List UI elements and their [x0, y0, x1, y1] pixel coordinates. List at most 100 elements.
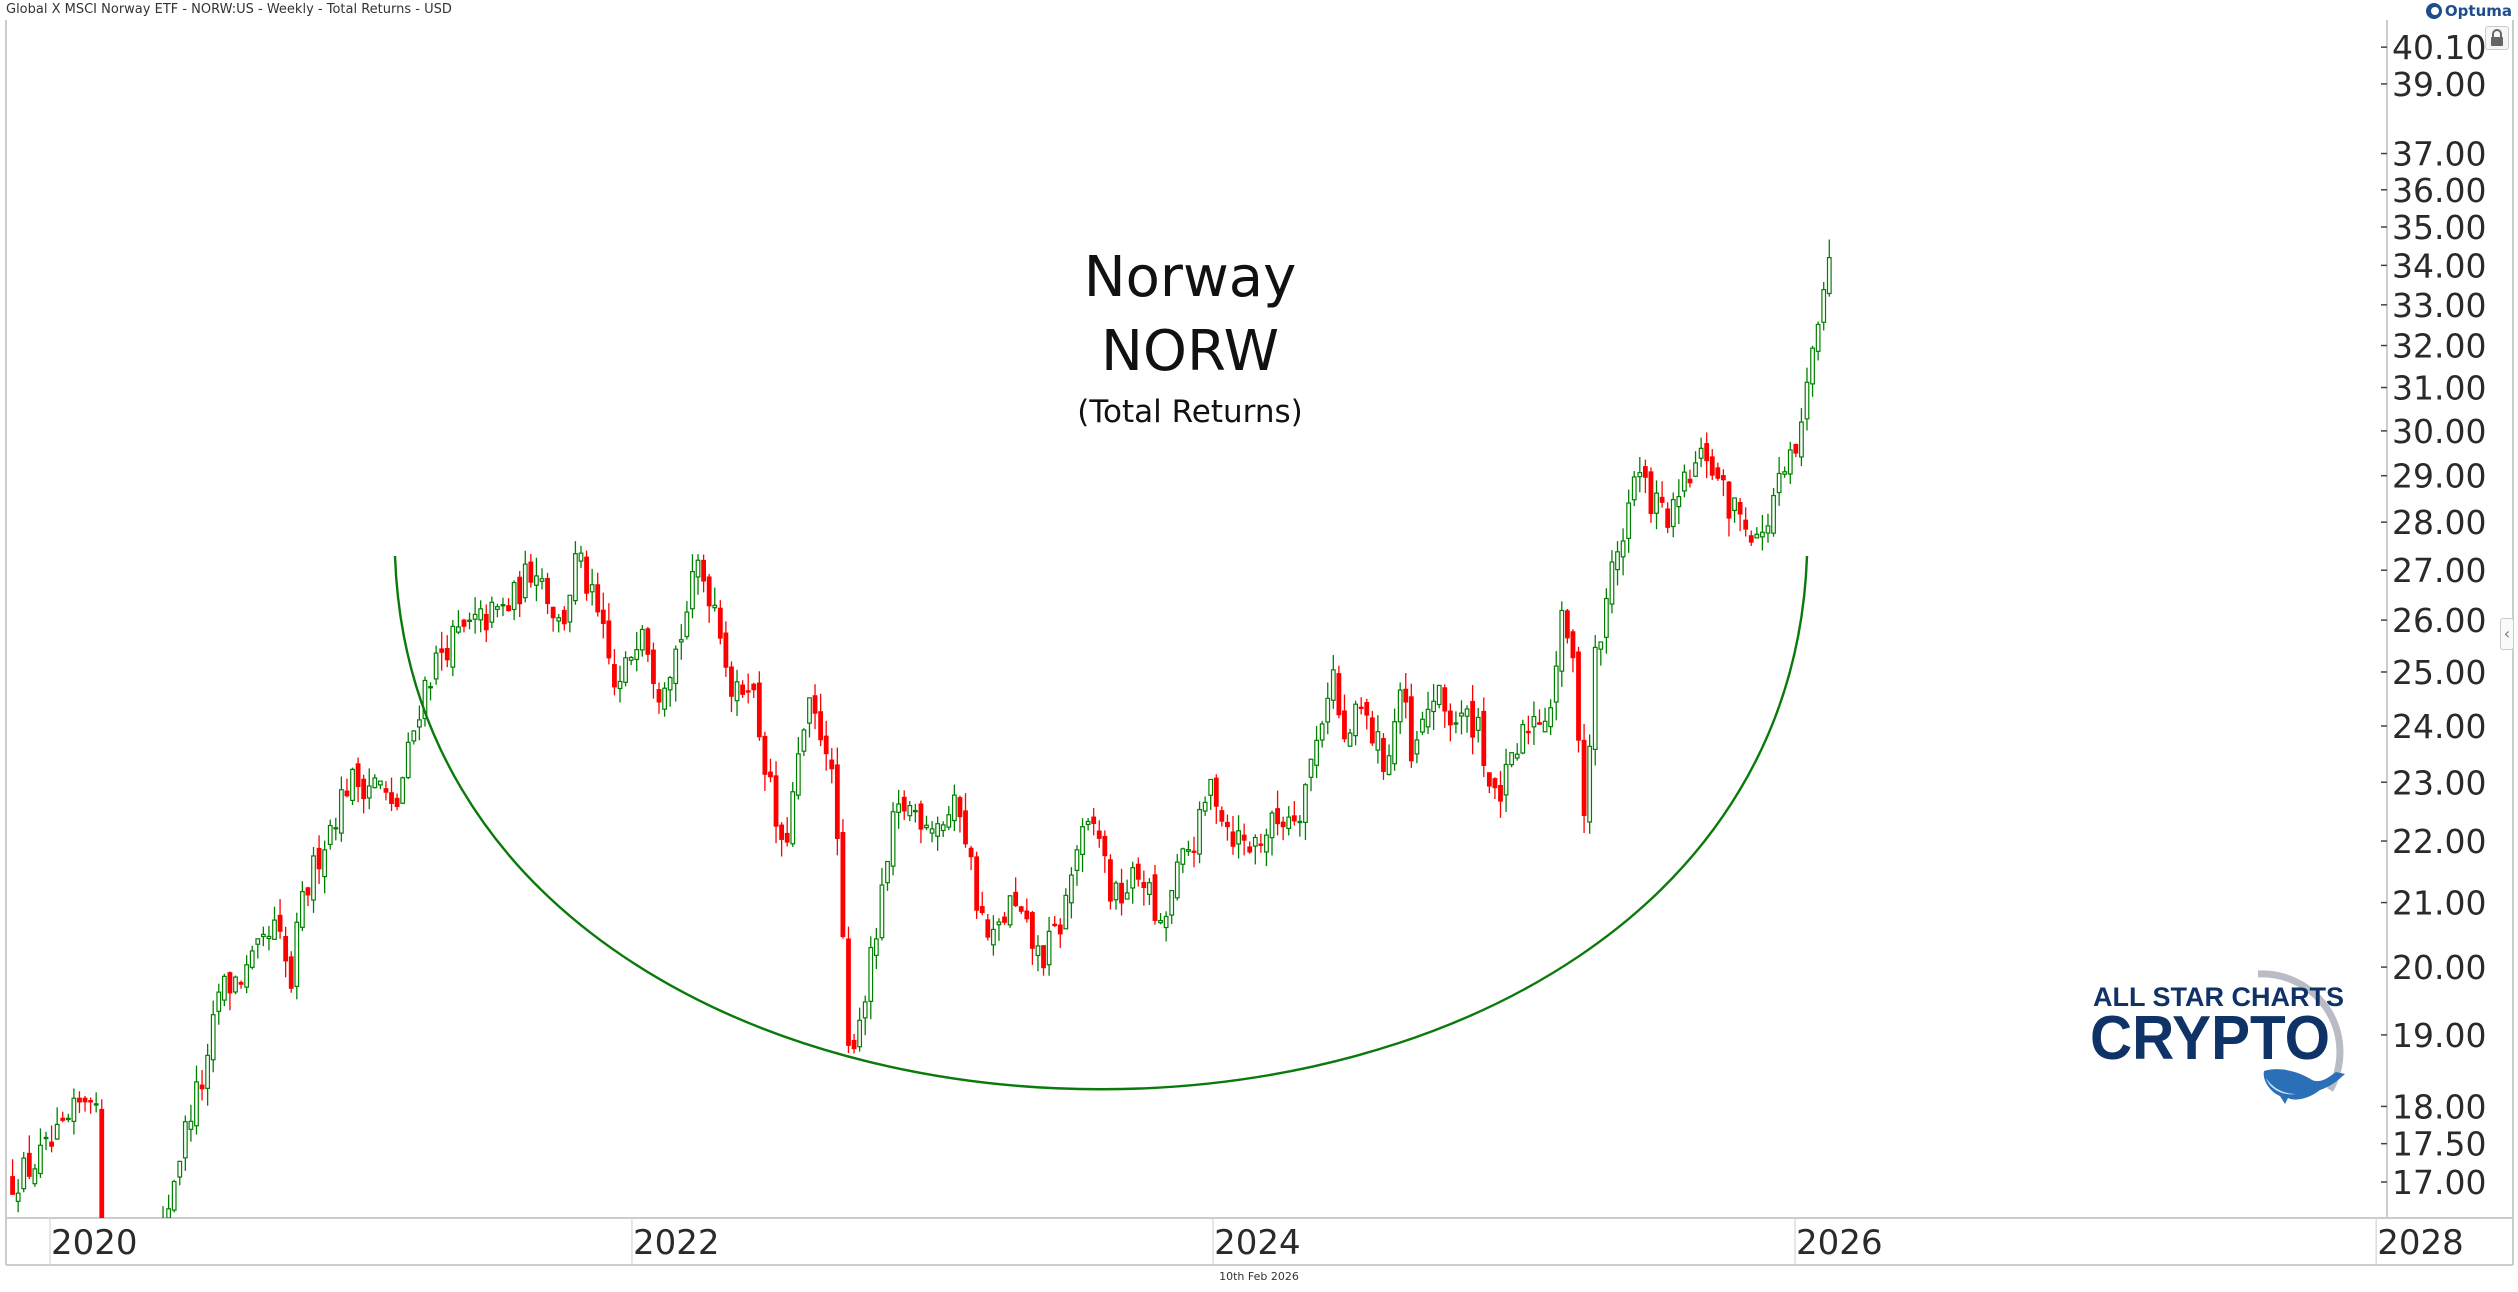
candle [1470, 685, 1476, 755]
candle [1018, 905, 1024, 915]
candle-body [1074, 849, 1080, 871]
candle [963, 793, 968, 848]
candle [1771, 488, 1776, 537]
candle-body [1486, 772, 1492, 787]
candle [996, 918, 1002, 941]
candle [1280, 816, 1286, 841]
candle [1726, 481, 1732, 537]
candle [628, 656, 634, 666]
candle-body [1091, 816, 1097, 824]
candle-body [1024, 910, 1030, 920]
candle-body [628, 656, 634, 661]
candle [879, 867, 885, 941]
candle [433, 645, 439, 685]
candle [478, 600, 484, 633]
candle [723, 621, 729, 677]
candle-body [517, 576, 523, 605]
candle-body [1152, 874, 1158, 921]
candle [1721, 469, 1726, 497]
candle [1269, 810, 1275, 856]
candle [522, 550, 528, 603]
candle-body [1564, 610, 1570, 639]
candle-body [383, 788, 389, 793]
candle [1386, 744, 1392, 776]
candle-body [834, 764, 840, 840]
candle [717, 600, 723, 645]
candle [1665, 502, 1671, 534]
candle-body [483, 613, 489, 631]
candle-body [166, 1208, 172, 1218]
y-tick-label: 35.00 [2392, 208, 2486, 247]
candle-body [21, 1157, 27, 1190]
candle-body [723, 632, 729, 668]
candle-body [790, 791, 796, 845]
candle-body [762, 735, 768, 775]
candle-body [1464, 708, 1470, 717]
candle [729, 661, 734, 713]
candle [1068, 867, 1074, 919]
candle-body [678, 639, 684, 643]
candle-body [1804, 381, 1810, 420]
candle-body [1799, 421, 1804, 458]
candle [534, 557, 539, 602]
candle [316, 835, 322, 884]
candle-body [868, 946, 874, 1002]
candle-body [233, 976, 238, 993]
candle [1057, 918, 1063, 948]
candle-body [1603, 597, 1609, 638]
candle [862, 995, 868, 1036]
candle [288, 951, 294, 993]
candle [801, 728, 807, 757]
y-tick-label: 28.00 [2392, 503, 2486, 542]
candle-body [1018, 906, 1024, 912]
candle-body [210, 1014, 216, 1061]
collapse-panel-button[interactable]: ‹ [2500, 618, 2514, 650]
candle-body [1670, 498, 1676, 528]
candle-body [1514, 753, 1520, 759]
candle-body [1102, 835, 1108, 857]
candle [1191, 836, 1197, 868]
candle-body [277, 914, 283, 932]
candle-body [639, 628, 645, 651]
candle-body [199, 1084, 205, 1090]
candle-body [1715, 467, 1721, 479]
candle-body [584, 556, 589, 594]
logo-line2: CRYPTO [2090, 1004, 2330, 1073]
candle [1793, 443, 1799, 458]
candle [651, 642, 656, 699]
lock-scale-button[interactable] [2485, 26, 2509, 50]
candle [745, 673, 751, 704]
candle [1698, 437, 1704, 468]
candle [272, 906, 277, 940]
candle [623, 651, 628, 687]
candle-body [444, 648, 450, 661]
candle [450, 620, 456, 677]
candle-body [1336, 673, 1342, 716]
candle [71, 1088, 77, 1135]
candle [567, 594, 573, 633]
candle-body [1319, 723, 1325, 741]
candle-body [1286, 816, 1292, 830]
candle [1291, 801, 1297, 826]
candle [1135, 857, 1141, 887]
candle [768, 758, 773, 783]
candle-body [667, 676, 673, 691]
candle [277, 899, 283, 939]
candle [444, 635, 450, 668]
candle-body [1007, 895, 1013, 926]
candle [299, 881, 305, 932]
candle-body [829, 759, 835, 770]
candle-body [745, 690, 751, 693]
candle-body [205, 1054, 211, 1089]
candle-body [266, 935, 272, 940]
candle [990, 915, 996, 956]
candle-body [1186, 849, 1191, 852]
candle [38, 1128, 43, 1178]
candle [32, 1163, 38, 1187]
candle-body [1013, 891, 1019, 907]
candle-body [924, 824, 929, 829]
candle [706, 573, 712, 623]
lock-icon [2491, 29, 2503, 46]
candle-body [1425, 708, 1431, 728]
y-tick-label: 19.00 [2392, 1016, 2486, 1055]
